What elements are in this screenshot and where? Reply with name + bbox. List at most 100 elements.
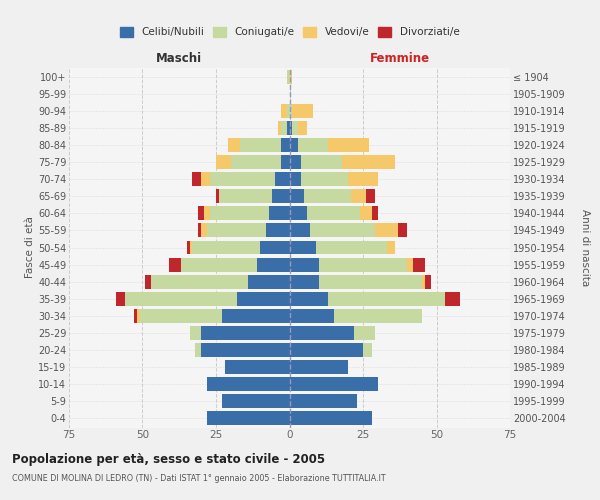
Bar <box>422 274 425 288</box>
Bar <box>307 206 360 220</box>
Bar <box>210 172 275 186</box>
Bar <box>290 70 292 84</box>
Bar <box>207 224 266 237</box>
Bar <box>125 292 236 306</box>
Bar <box>260 240 290 254</box>
Bar <box>290 206 307 220</box>
Bar <box>290 121 292 135</box>
Text: Femmine: Femmine <box>370 52 430 65</box>
Bar <box>202 343 290 357</box>
Bar <box>202 172 210 186</box>
Bar <box>348 172 378 186</box>
Bar <box>316 240 386 254</box>
Bar <box>199 224 202 237</box>
Bar <box>301 155 343 169</box>
Bar <box>204 206 210 220</box>
Bar <box>290 274 319 288</box>
Bar <box>145 274 151 288</box>
Bar <box>445 292 460 306</box>
Bar <box>193 172 202 186</box>
Bar <box>290 394 357 408</box>
Bar <box>216 190 219 203</box>
Bar <box>354 326 375 340</box>
Legend: Celibi/Nubili, Coniugati/e, Vedovi/e, Divorziati/e: Celibi/Nubili, Coniugati/e, Vedovi/e, Di… <box>116 24 463 40</box>
Bar <box>207 377 290 391</box>
Bar <box>298 121 307 135</box>
Y-axis label: Anni di nascita: Anni di nascita <box>580 209 590 286</box>
Bar <box>140 309 222 322</box>
Bar <box>290 258 319 272</box>
Bar <box>343 155 395 169</box>
Bar <box>290 138 298 152</box>
Bar <box>351 190 366 203</box>
Bar <box>222 309 290 322</box>
Bar <box>239 138 281 152</box>
Text: COMUNE DI MOLINA DI LEDRO (TN) - Dati ISTAT 1° gennaio 2005 - Elaborazione TUTTI: COMUNE DI MOLINA DI LEDRO (TN) - Dati IS… <box>12 474 386 483</box>
Bar <box>290 224 310 237</box>
Bar <box>366 190 375 203</box>
Bar <box>287 104 290 118</box>
Bar <box>169 258 181 272</box>
Bar <box>210 206 269 220</box>
Bar <box>181 258 257 272</box>
Bar <box>292 104 313 118</box>
Bar <box>363 343 372 357</box>
Bar <box>151 274 248 288</box>
Bar <box>290 326 354 340</box>
Bar <box>202 326 290 340</box>
Bar <box>319 258 407 272</box>
Bar <box>272 190 290 203</box>
Bar <box>407 258 413 272</box>
Bar <box>298 138 328 152</box>
Bar <box>266 224 290 237</box>
Bar <box>257 258 290 272</box>
Bar <box>281 121 287 135</box>
Bar <box>228 138 239 152</box>
Bar <box>398 224 407 237</box>
Bar <box>287 121 290 135</box>
Bar <box>328 292 445 306</box>
Bar <box>134 309 137 322</box>
Bar <box>290 292 328 306</box>
Bar <box>236 292 290 306</box>
Bar <box>334 309 422 322</box>
Bar <box>281 104 287 118</box>
Bar <box>225 360 290 374</box>
Bar <box>290 190 304 203</box>
Bar <box>375 224 398 237</box>
Bar <box>281 155 290 169</box>
Bar <box>275 172 290 186</box>
Bar <box>290 309 334 322</box>
Bar <box>190 326 202 340</box>
Text: Popolazione per età, sesso e stato civile - 2005: Popolazione per età, sesso e stato civil… <box>12 452 325 466</box>
Bar <box>319 274 422 288</box>
Bar <box>425 274 431 288</box>
Bar <box>116 292 125 306</box>
Bar <box>287 70 290 84</box>
Bar <box>216 155 230 169</box>
Bar <box>269 206 290 220</box>
Bar <box>290 104 292 118</box>
Bar <box>290 377 378 391</box>
Bar <box>290 343 363 357</box>
Bar <box>207 411 290 425</box>
Bar <box>290 240 316 254</box>
Bar <box>137 309 140 322</box>
Bar <box>386 240 395 254</box>
Bar <box>360 206 372 220</box>
Bar <box>301 172 348 186</box>
Bar <box>290 360 348 374</box>
Bar <box>290 411 372 425</box>
Bar <box>248 274 290 288</box>
Bar <box>281 138 290 152</box>
Bar <box>292 121 298 135</box>
Bar <box>413 258 425 272</box>
Bar <box>193 240 260 254</box>
Text: Maschi: Maschi <box>156 52 202 65</box>
Bar <box>372 206 378 220</box>
Bar <box>304 190 351 203</box>
Bar <box>202 224 207 237</box>
Bar <box>190 240 193 254</box>
Bar <box>187 240 190 254</box>
Bar <box>290 155 301 169</box>
